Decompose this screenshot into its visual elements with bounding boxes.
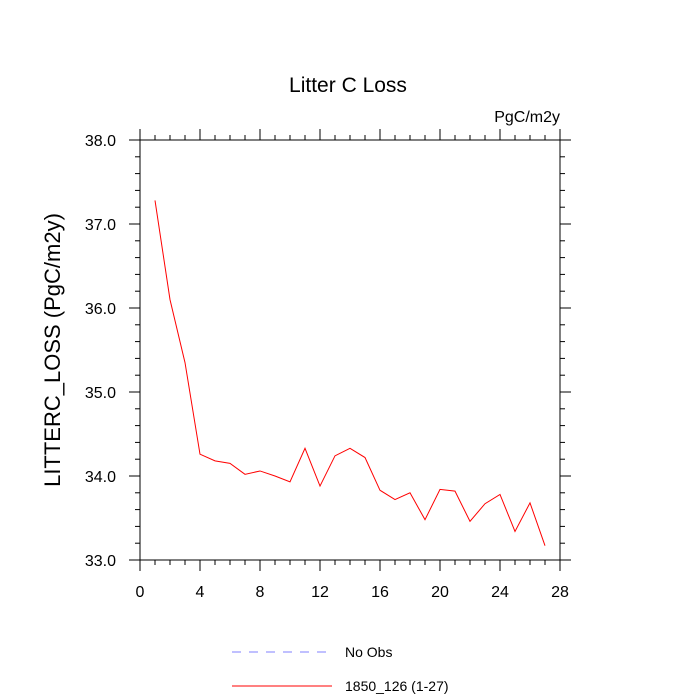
chart-title: Litter C Loss — [289, 74, 407, 97]
x-tick-label: 24 — [491, 584, 509, 601]
major-ticks — [129, 129, 571, 571]
y-tick-label: 37.0 — [85, 217, 116, 234]
y-tick-label: 36.0 — [85, 301, 116, 318]
legend: No Obs 1850_126 (1-27) — [232, 644, 449, 694]
x-tick-label: 0 — [136, 584, 145, 601]
x-tick-label: 16 — [371, 584, 389, 601]
series-group — [154, 200, 546, 546]
plot-frame — [139, 139, 561, 561]
y-tick-label: 33.0 — [85, 553, 116, 570]
y-tick-label: 35.0 — [85, 385, 116, 402]
tick-labels: 0 4 8 12 16 20 24 28 33.0 34.0 35.0 36.0 37.0 38.0 — [85, 133, 569, 601]
units-label: PgC/m2y — [494, 109, 560, 126]
legend-label: 1850_126 (1-27) — [345, 678, 449, 694]
series-line — [154, 200, 546, 546]
y-tick-label: 34.0 — [85, 469, 116, 486]
minor-ticks — [135, 135, 565, 565]
x-tick-label: 28 — [551, 584, 569, 601]
x-tick-label: 8 — [256, 584, 265, 601]
x-tick-label: 4 — [196, 584, 205, 601]
x-tick-label: 12 — [311, 584, 329, 601]
legend-label: No Obs — [345, 644, 392, 660]
y-axis-label: LITTERC_LOSS (PgC/m2y) — [40, 213, 65, 487]
x-tick-label: 20 — [431, 584, 449, 601]
y-tick-label: 38.0 — [85, 133, 116, 150]
